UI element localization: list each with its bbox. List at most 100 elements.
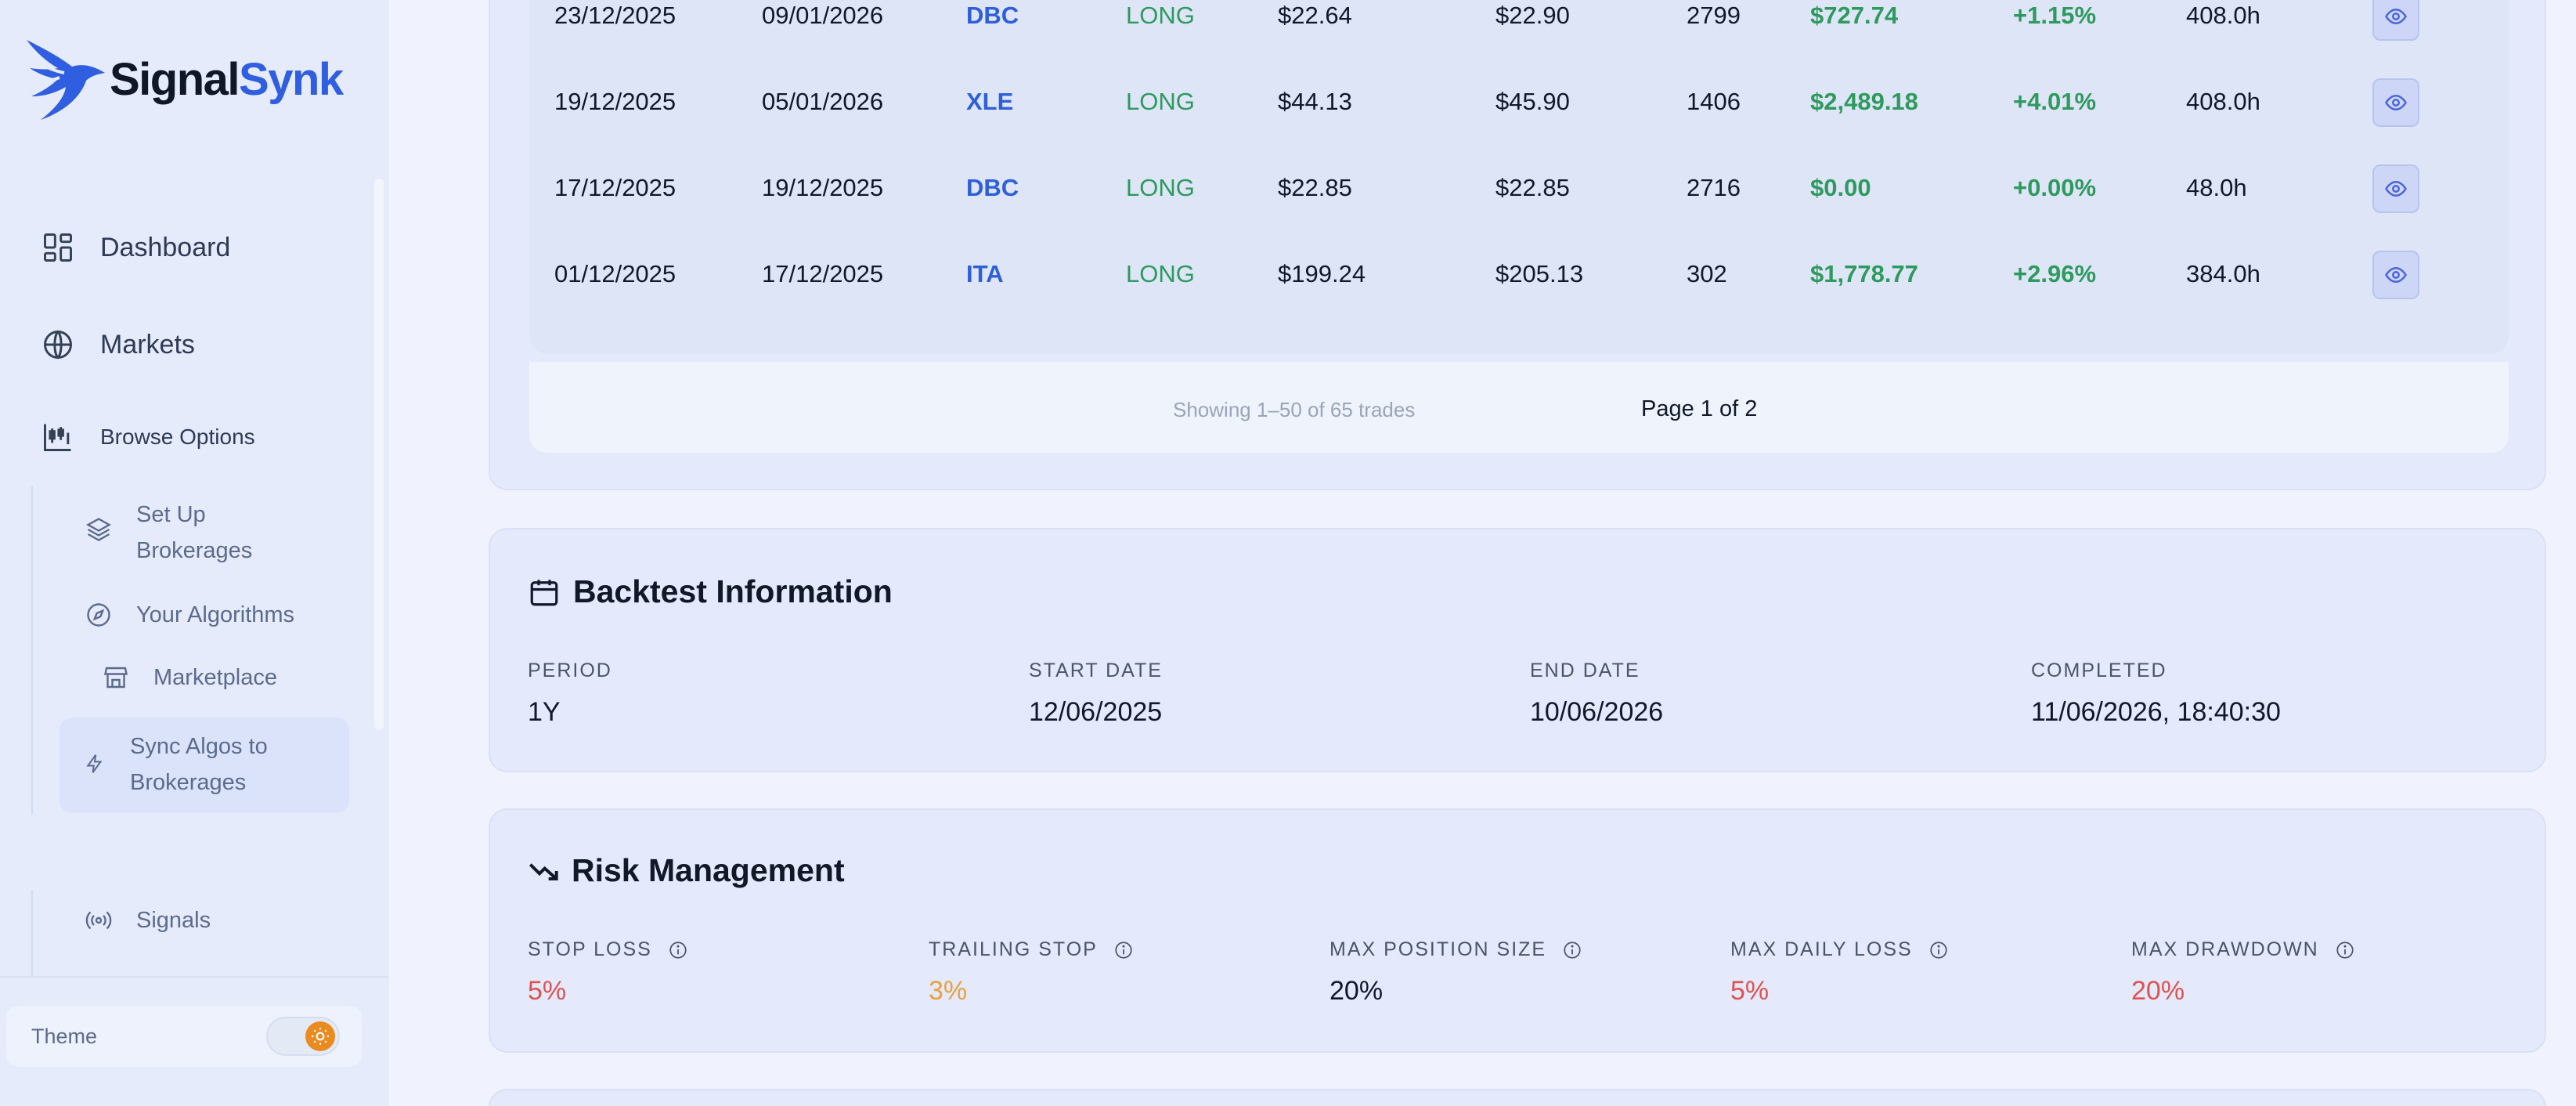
cell-exit-price: $22.90 bbox=[1495, 2, 1570, 29]
field-label-end-date: END DATE bbox=[1530, 660, 1640, 681]
field-value-trailing-stop: 3% bbox=[929, 976, 968, 1006]
cell-pnl-percent: +4.01% bbox=[2013, 88, 2097, 115]
cell-side: LONG bbox=[1126, 88, 1195, 115]
broadcast-icon bbox=[85, 911, 112, 930]
sidebar-scrollbar[interactable] bbox=[374, 179, 384, 730]
trending-down-icon bbox=[529, 862, 558, 880]
pagination-page-indicator: Page 1 of 2 bbox=[1641, 396, 1758, 421]
card-title: Risk Management bbox=[572, 852, 845, 888]
cell-entry-price: $44.13 bbox=[1278, 88, 1352, 115]
table-row: 23/12/2025 09/01/2026 DBC LONG $22.64 $22.90 2… bbox=[529, 0, 2509, 60]
store-icon bbox=[104, 667, 128, 689]
eye-icon bbox=[2385, 8, 2407, 25]
cell-pnl-percent: +0.00% bbox=[2013, 174, 2097, 201]
lightning-icon bbox=[86, 754, 103, 773]
cell-pnl: $2,489.18 bbox=[1810, 88, 1918, 115]
cell-side: LONG bbox=[1126, 174, 1195, 201]
cell-quantity: 2716 bbox=[1687, 174, 1741, 201]
cell-exit-price: $45.90 bbox=[1495, 88, 1570, 115]
field-label-start-date: START DATE bbox=[1029, 660, 1163, 681]
cell-symbol: XLE bbox=[966, 88, 1014, 115]
sidebar-subitem-label: Marketplace bbox=[153, 665, 277, 690]
info-icon[interactable] bbox=[2335, 940, 2355, 960]
cell-pnl-percent: +2.96% bbox=[2013, 260, 2097, 287]
layers-icon bbox=[86, 518, 111, 541]
field-label-trailing-stop: TRAILING STOP bbox=[929, 938, 1134, 961]
sidebar-divider bbox=[0, 976, 388, 978]
cell-exit-date: 09/01/2026 bbox=[762, 2, 884, 29]
pagination-info: Showing 1–50 of 65 trades bbox=[1173, 398, 1416, 421]
field-label-text: STOP LOSS bbox=[528, 938, 652, 960]
field-value-stop-loss: 5% bbox=[528, 976, 567, 1006]
field-label-max-daily-loss: MAX DAILY LOSS bbox=[1730, 938, 1949, 961]
brand-name-part1: Signal bbox=[110, 53, 240, 105]
cell-duration: 48.0h bbox=[2186, 174, 2247, 201]
brand-name: SignalSynk bbox=[110, 53, 344, 106]
backtest-information-card: Backtest Information PERIOD 1Y START DAT… bbox=[489, 528, 2546, 772]
cell-entry-price: $199.24 bbox=[1278, 260, 1366, 287]
candlestick-chart-icon bbox=[44, 424, 71, 451]
cell-duration: 384.0h bbox=[2186, 260, 2260, 287]
info-icon[interactable] bbox=[668, 940, 688, 960]
cell-side: LONG bbox=[1126, 2, 1195, 29]
sidebar-subitem-marketplace[interactable]: Marketplace bbox=[102, 660, 277, 696]
cell-entry-date: 17/12/2025 bbox=[554, 174, 676, 201]
cell-entry-date: 01/12/2025 bbox=[554, 260, 676, 287]
info-icon[interactable] bbox=[1113, 940, 1134, 960]
field-value-end-date: 10/06/2026 bbox=[1530, 697, 1664, 727]
theme-toggle[interactable] bbox=[266, 1017, 340, 1056]
field-label-text: MAX DAILY LOSS bbox=[1730, 938, 1913, 960]
eye-icon bbox=[2385, 94, 2407, 111]
sidebar-item-label: Markets bbox=[100, 329, 195, 360]
sidebar-item-markets[interactable]: Markets bbox=[41, 327, 195, 362]
field-label-max-drawdown: MAX DRAWDOWN bbox=[2131, 938, 2355, 961]
field-value-period: 1Y bbox=[528, 697, 561, 727]
cell-entry-date: 19/12/2025 bbox=[554, 88, 676, 115]
cell-pnl: $1,778.77 bbox=[1810, 260, 1918, 287]
cell-symbol: DBC bbox=[966, 174, 1019, 201]
dashboard-grid-icon bbox=[44, 233, 72, 262]
calendar-icon bbox=[530, 579, 558, 605]
cell-pnl-percent: +1.15% bbox=[2013, 2, 2097, 29]
eye-icon bbox=[2385, 266, 2407, 284]
cell-duration: 408.0h bbox=[2186, 88, 2260, 115]
sidebar-subitem-label: Signals bbox=[136, 908, 211, 933]
table-row: 01/12/2025 17/12/2025 ITA LONG $199.24 $205.1… bbox=[529, 232, 2509, 318]
info-icon[interactable] bbox=[1562, 940, 1582, 960]
field-label-text: MAX POSITION SIZE bbox=[1329, 938, 1547, 960]
cell-symbol: ITA bbox=[966, 260, 1004, 287]
cell-exit-date: 19/12/2025 bbox=[762, 174, 884, 201]
sidebar-item-browse-options[interactable]: Browse Options bbox=[41, 420, 255, 454]
sidebar: SignalSynk Dashboard Markets Browse Opti… bbox=[0, 0, 388, 1106]
view-trade-button[interactable] bbox=[2372, 251, 2419, 299]
cell-quantity: 1406 bbox=[1687, 88, 1741, 115]
sidebar-item-dashboard[interactable]: Dashboard bbox=[41, 230, 230, 265]
cell-entry-price: $22.85 bbox=[1278, 174, 1352, 201]
cell-exit-price: $205.13 bbox=[1495, 260, 1584, 287]
brand-logo[interactable]: SignalSynk bbox=[23, 33, 344, 132]
brand-name-part2: Synk bbox=[239, 53, 344, 105]
view-trade-button[interactable] bbox=[2372, 0, 2419, 41]
field-label-text: MAX DRAWDOWN bbox=[2131, 938, 2319, 960]
sidebar-subitem-sync-algos[interactable]: Sync Algos to Brokerages bbox=[60, 717, 349, 813]
field-value-max-position-size: 20% bbox=[1329, 976, 1384, 1006]
trades-card: 23/12/2025 09/01/2026 DBC LONG $22.64 $22.90 2… bbox=[489, 0, 2546, 490]
sidebar-subitem-set-up-brokerages[interactable]: Set Up Brokerages bbox=[85, 497, 252, 569]
cell-duration: 408.0h bbox=[2186, 2, 2260, 29]
sidebar-subitem-label: Set Up bbox=[136, 502, 206, 527]
field-value-completed: 11/06/2026, 18:40:30 bbox=[2031, 697, 2281, 727]
trades-table: 23/12/2025 09/01/2026 DBC LONG $22.64 $22.90 2… bbox=[529, 0, 2509, 354]
sidebar-subitem-label: Brokerages bbox=[130, 770, 247, 795]
risk-management-header: Risk Management bbox=[528, 852, 845, 889]
table-row: 17/12/2025 19/12/2025 DBC LONG $22.85 $22.85 2… bbox=[529, 146, 2509, 232]
submenu-guide-line bbox=[31, 890, 33, 976]
card-title: Backtest Information bbox=[573, 573, 893, 609]
info-icon[interactable] bbox=[1928, 940, 1949, 960]
cell-pnl: $0.00 bbox=[1810, 174, 1871, 201]
view-trade-button[interactable] bbox=[2372, 78, 2419, 127]
sidebar-subitem-signals[interactable]: Signals bbox=[85, 902, 211, 938]
cell-quantity: 302 bbox=[1687, 260, 1727, 287]
sidebar-subitem-your-algorithms[interactable]: Your Algorithms bbox=[85, 597, 294, 633]
view-trade-button[interactable] bbox=[2372, 164, 2419, 213]
sidebar-subitem-label: Your Algorithms bbox=[136, 602, 295, 627]
